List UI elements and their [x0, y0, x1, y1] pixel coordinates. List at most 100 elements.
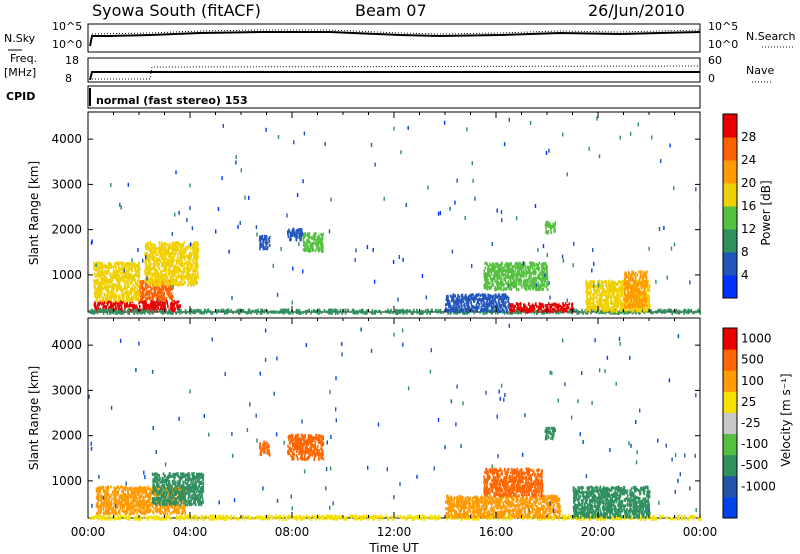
echo-mark [226, 310, 228, 314]
echo-mark [487, 265, 490, 268]
echo-mark [298, 236, 300, 240]
echo-mark [504, 293, 507, 297]
echo-mark [589, 297, 591, 301]
echo-mark [124, 291, 126, 295]
echo-mark [258, 238, 261, 242]
echo-mark [674, 311, 677, 314]
echo-mark [600, 300, 602, 304]
echo-mark [162, 278, 164, 282]
echo-mark [509, 274, 512, 278]
echo-mark [107, 301, 110, 305]
echo-mark [593, 297, 595, 301]
cpid-text: normal (fast stereo) 153 [96, 94, 248, 107]
echo-mark [102, 298, 105, 302]
echo-mark [564, 304, 566, 308]
echo-mark [155, 304, 157, 308]
echo-mark [206, 310, 208, 314]
freq-unit: [MHz] [4, 66, 36, 79]
echo-mark [395, 308, 398, 312]
echo-mark [537, 283, 540, 287]
echo-mark [609, 291, 611, 295]
echo-mark [117, 306, 119, 310]
echo-mark [165, 308, 167, 312]
echo-mark [560, 310, 563, 314]
echo-mark [602, 288, 604, 292]
echo-mark [554, 221, 556, 225]
echo-mark [618, 280, 620, 284]
echo-mark [149, 259, 151, 263]
echo-mark [139, 308, 142, 312]
echo-mark [129, 275, 131, 278]
echo-mark [177, 265, 180, 269]
echo-mark [325, 310, 328, 314]
echo-mark [662, 309, 664, 313]
echo-mark [557, 308, 559, 312]
echo-mark [125, 262, 127, 266]
echo-mark [615, 297, 617, 301]
echo-mark [598, 280, 601, 284]
echo-mark [616, 289, 618, 293]
echo-mark [297, 228, 300, 232]
echo-mark [111, 265, 113, 269]
echo-mark [493, 276, 496, 280]
echo-mark [554, 309, 557, 313]
echo-mark [602, 283, 604, 287]
echo-mark [545, 271, 548, 275]
echo-mark [104, 293, 106, 297]
echo-mark [586, 281, 589, 285]
echo-mark [152, 263, 155, 267]
echo-mark [314, 241, 317, 245]
echo-mark [566, 304, 569, 308]
echo-mark [612, 294, 615, 298]
echo-mark [104, 306, 107, 310]
echo-mark [279, 310, 281, 314]
echo-mark [540, 307, 542, 311]
echo-mark [160, 252, 162, 256]
echo-mark [150, 276, 152, 280]
echo-mark [496, 285, 499, 289]
echo-mark [542, 266, 544, 270]
echo-mark [491, 281, 494, 285]
echo-mark [616, 296, 619, 300]
echo-mark [437, 310, 440, 314]
echo-mark [156, 274, 159, 278]
echo-mark [164, 311, 166, 315]
echo-mark [307, 232, 309, 236]
echo-mark [165, 272, 167, 276]
echo-mark [181, 311, 183, 314]
echo-mark [496, 302, 498, 306]
echo-mark [529, 265, 531, 269]
echo-mark [530, 284, 533, 288]
echo-mark [366, 310, 368, 313]
echo-mark [140, 286, 143, 290]
echo-mark [591, 301, 594, 305]
echo-mark [296, 232, 298, 236]
echo-mark [129, 266, 132, 270]
echo-mark [171, 282, 174, 286]
echo-mark [305, 311, 308, 315]
echo-mark [489, 296, 492, 300]
echo-mark [523, 279, 526, 283]
echo-mark [169, 282, 172, 286]
echo-mark [308, 236, 310, 240]
echo-mark [126, 279, 129, 283]
echo-mark [153, 243, 155, 247]
echo-mark [617, 304, 619, 308]
echo-mark [102, 306, 104, 310]
echo-mark [611, 280, 613, 284]
echo-mark [489, 286, 491, 290]
echo-mark [116, 285, 118, 289]
echo-mark [144, 272, 147, 276]
echo-mark [559, 308, 562, 311]
echo-mark [485, 261, 487, 265]
echo-mark [545, 220, 548, 224]
echo-mark [541, 272, 544, 276]
echo-mark [316, 311, 319, 314]
echo-mark [509, 304, 511, 308]
echo-mark [697, 308, 699, 312]
echo-mark [510, 305, 513, 309]
echo-mark [539, 302, 542, 306]
echo-mark [181, 282, 184, 286]
echo-mark [550, 227, 552, 231]
echo-mark [606, 289, 609, 292]
